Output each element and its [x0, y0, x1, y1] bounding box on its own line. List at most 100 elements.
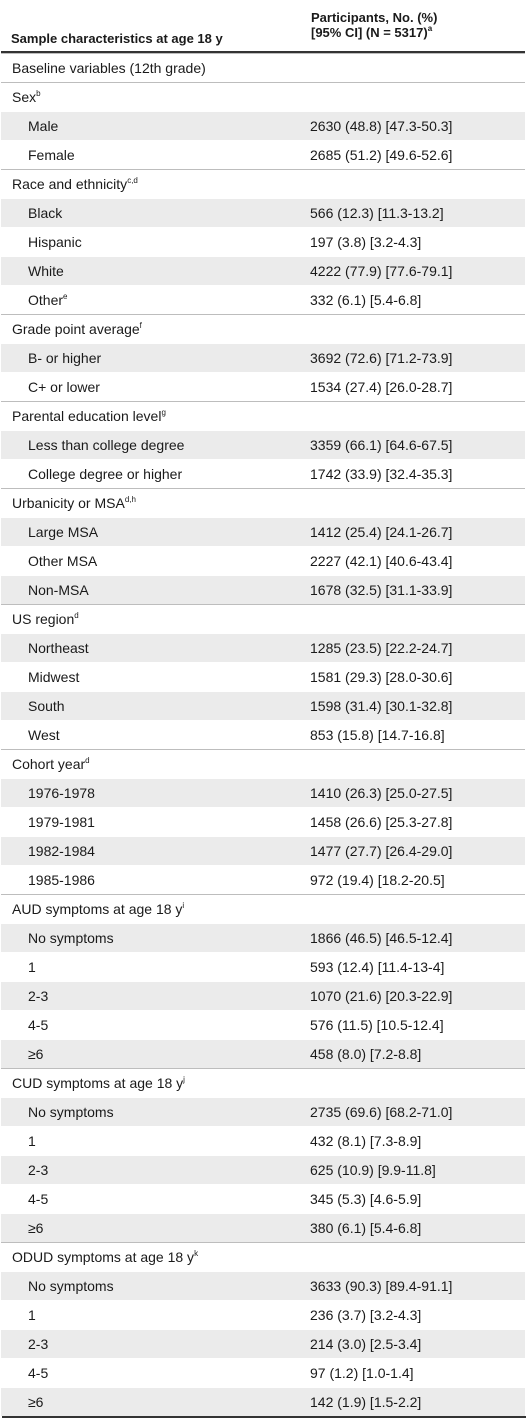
row-label-cell: 4-5 [1, 1191, 296, 1207]
table-row: 4-5 576 (11.5) [10.5-12.4] [1, 1010, 525, 1039]
row-value: 1598 (31.4) [30.1-32.8] [310, 698, 453, 714]
table-section-row: US regiond [1, 604, 525, 633]
section-label-cell: AUD symptoms at age 18 yi [1, 901, 296, 917]
row-label: Other MSA [28, 553, 98, 569]
row-label: 1 [28, 1133, 36, 1149]
row-label-cell: Non-MSA [1, 582, 296, 598]
row-label: ODUD symptoms at age 18 y [12, 1249, 195, 1265]
row-label: No symptoms [28, 1104, 114, 1120]
row-label: Non-MSA [28, 582, 89, 598]
table-row: Large MSA 1412 (25.4) [24.1-26.7] [1, 517, 525, 546]
row-label: 2-3 [28, 988, 49, 1004]
row-label: 4-5 [28, 1191, 49, 1207]
row-label: 1 [28, 1307, 36, 1323]
section-label-cell: Sexb [1, 89, 296, 105]
section-label-cell: Parental education levelg [1, 408, 296, 424]
row-label: Baseline variables (12th grade) [12, 60, 206, 76]
row-label: 1979-1981 [28, 814, 95, 830]
row-label-cell: 2-3 [1, 1162, 296, 1178]
header-col2-line1: Participants, No. (%) [311, 10, 438, 25]
table-row: No symptoms 2735 (69.6) [68.2-71.0] [1, 1097, 525, 1126]
table-section-row: Grade point averagef [1, 314, 525, 343]
footnote-mark: f [139, 321, 142, 330]
table-row: C+ or lower 1534 (27.4) [26.0-28.7] [1, 372, 525, 401]
footnote-mark: k [194, 1249, 199, 1258]
table-row: Non-MSA 1678 (32.5) [31.1-33.9] [1, 575, 525, 604]
table-section-row: Race and ethnicityc,d [1, 169, 525, 198]
row-label-cell: No symptoms [1, 930, 296, 946]
row-value: 2227 (42.1) [40.6-43.4] [310, 553, 453, 569]
table-row: 2-3 214 (3.0) [2.5-3.4] [1, 1329, 525, 1358]
table-body: Baseline variables (12th grade) Sexb Male 2… [1, 53, 525, 1416]
table-row: Less than college degree 3359 (66.1) [64.… [1, 430, 525, 459]
row-label: Midwest [28, 669, 80, 685]
row-label-cell: 4-5 [1, 1365, 296, 1381]
row-label-cell: Northeast [1, 640, 296, 656]
row-value: 3633 (90.3) [89.4-91.1] [310, 1278, 453, 1294]
row-value: 1678 (32.5) [31.1-33.9] [310, 582, 453, 598]
header-footnote-mark: a [427, 24, 433, 33]
row-value: 236 (3.7) [3.2-4.3] [310, 1307, 422, 1323]
table-section-row: Parental education levelg [1, 401, 525, 430]
row-label-cell: Less than college degree [1, 437, 296, 453]
row-label: Grade point average [12, 321, 140, 337]
table-row: Male 2630 (48.8) [47.3-50.3] [1, 111, 525, 140]
row-label: CUD symptoms at age 18 y [12, 1075, 184, 1091]
row-label-cell: 1 [1, 959, 296, 975]
table-row: 4-5 345 (5.3) [4.6-5.9] [1, 1184, 525, 1213]
row-label-cell: ≥6 [1, 1220, 296, 1236]
section-label-cell: US regiond [1, 611, 296, 627]
row-label: Large MSA [28, 524, 99, 540]
row-value: 3359 (66.1) [64.6-67.5] [310, 437, 453, 453]
section-label-cell: Baseline variables (12th grade) [1, 60, 296, 76]
row-label: Female [28, 147, 75, 163]
table-bottom-rule [2, 1416, 526, 1418]
table-row: 2-3 1070 (21.6) [20.3-22.9] [1, 981, 525, 1010]
table-row: ≥6 458 (8.0) [7.2-8.8] [1, 1039, 525, 1068]
table-row: Female 2685 (51.2) [49.6-52.6] [1, 140, 525, 169]
row-label: South [28, 698, 65, 714]
table-row: White 4222 (77.9) [77.6-79.1] [1, 256, 525, 285]
row-value: 1534 (27.4) [26.0-28.7] [310, 379, 453, 395]
row-value: 1285 (23.5) [22.2-24.7] [310, 640, 453, 656]
section-label-cell: Grade point averagef [1, 321, 296, 337]
row-label: Race and ethnicity [12, 176, 128, 192]
table-row: 1 432 (8.1) [7.3-8.9] [1, 1126, 525, 1155]
table-row: West 853 (15.8) [14.7-16.8] [1, 720, 525, 749]
table-row: South 1598 (31.4) [30.1-32.8] [1, 691, 525, 720]
section-label-cell: Urbanicity or MSAd,h [1, 495, 296, 511]
row-label-cell: Large MSA [1, 524, 296, 540]
row-label-cell: Male [1, 118, 296, 134]
table-row: 1979-1981 1458 (26.6) [25.3-27.8] [1, 807, 525, 836]
header-col-characteristics: Sample characteristics at age 18 y [1, 0, 296, 51]
row-label: AUD symptoms at age 18 y [12, 901, 183, 917]
row-value: 593 (12.4) [11.4-13-4] [310, 959, 445, 975]
row-value: 3692 (72.6) [71.2-73.9] [310, 350, 453, 366]
row-value: 214 (3.0) [2.5-3.4] [310, 1336, 422, 1352]
table-row: Other MSA 2227 (42.1) [40.6-43.4] [1, 546, 525, 575]
row-value: 1412 (25.4) [24.1-26.7] [310, 524, 453, 540]
row-label-cell: 1985-1986 [1, 872, 296, 888]
table-row: Northeast 1285 (23.5) [22.2-24.7] [1, 633, 525, 662]
row-label: Less than college degree [28, 437, 185, 453]
row-value: 1458 (26.6) [25.3-27.8] [310, 814, 453, 830]
row-value: 1477 (27.7) [26.4-29.0] [310, 843, 453, 859]
row-label-cell: 2-3 [1, 1336, 296, 1352]
table-row: Black 566 (12.3) [11.3-13.2] [1, 198, 525, 227]
table-section-row: CUD symptoms at age 18 yj [1, 1068, 525, 1097]
section-label-cell: Cohort yeard [1, 756, 296, 772]
row-label: 1976-1978 [28, 785, 95, 801]
table-section-row: Cohort yeard [1, 749, 525, 778]
table-section-row: ODUD symptoms at age 18 yk [1, 1242, 525, 1271]
footnote-mark: g [161, 408, 166, 417]
row-label: B- or higher [28, 350, 102, 366]
row-label: Urbanicity or MSA [12, 495, 125, 511]
row-label: 2-3 [28, 1336, 49, 1352]
row-label: 2-3 [28, 1162, 49, 1178]
row-value: 1866 (46.5) [46.5-12.4] [310, 930, 453, 946]
row-label-cell: 1982-1984 [1, 843, 296, 859]
row-value: 345 (5.3) [4.6-5.9] [310, 1191, 422, 1207]
row-value: 1742 (33.9) [32.4-35.3] [310, 466, 453, 482]
row-value: 332 (6.1) [5.4-6.8] [310, 292, 422, 308]
table-section-row: Sexb [1, 82, 525, 111]
